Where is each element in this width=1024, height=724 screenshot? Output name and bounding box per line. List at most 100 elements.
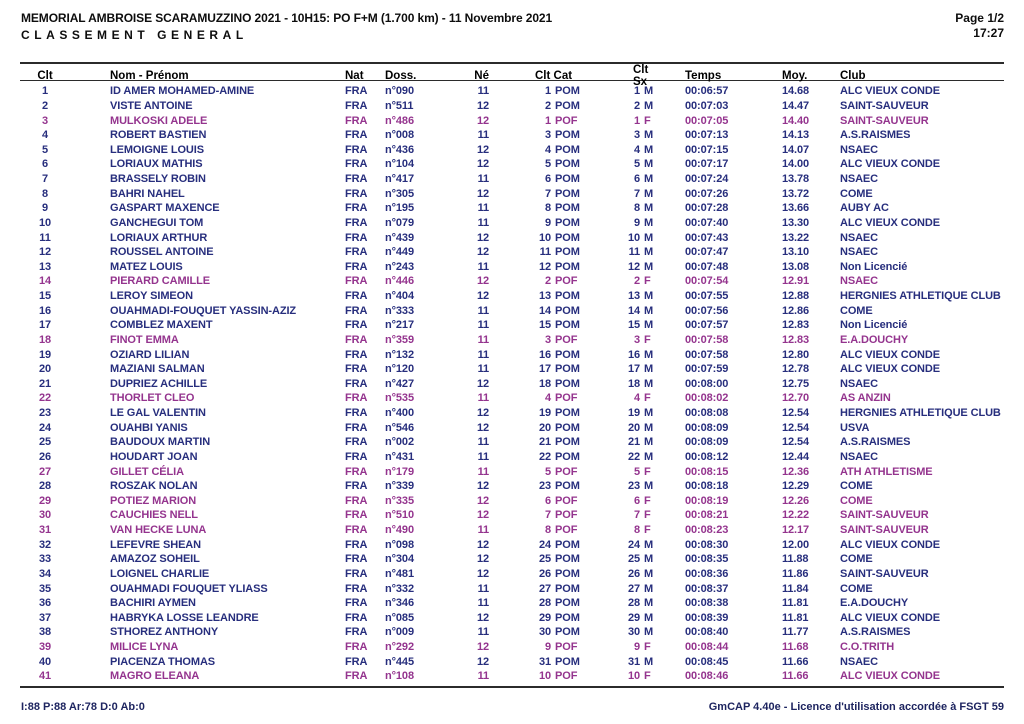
cell-nationality: FRA bbox=[345, 465, 368, 478]
cell-bib-number: n°098 bbox=[385, 538, 414, 551]
cell-category-rank: 2 POF bbox=[544, 275, 578, 288]
cell-average-speed: 11.81 bbox=[782, 597, 809, 610]
cell-category-rank: 19 POM bbox=[538, 407, 580, 420]
cell-category-rank: 18 POM bbox=[538, 377, 580, 390]
cell-category-rank: 7 POM bbox=[544, 187, 580, 200]
cell-bib-number: n°179 bbox=[385, 465, 414, 478]
cell-sex-rank: 18 M bbox=[627, 377, 654, 390]
cell-birth-year: 12 bbox=[476, 655, 489, 668]
cell-nationality: FRA bbox=[345, 494, 368, 507]
table-header: Clt Nom - Prénom Nat Doss. Né Clt Cat Cl… bbox=[20, 62, 1004, 88]
cell-name: BRASSELY ROBIN bbox=[110, 173, 206, 186]
cell-category-rank: 7 POF bbox=[544, 509, 578, 522]
cell-rank: 18 bbox=[38, 333, 52, 346]
cell-rank: 20 bbox=[38, 363, 52, 376]
cell-nationality: FRA bbox=[345, 407, 368, 420]
cell-nationality: FRA bbox=[345, 436, 368, 449]
cell-bib-number: n°427 bbox=[385, 377, 414, 390]
cell-time: 00:07:17 bbox=[685, 158, 729, 171]
cell-time: 00:08:37 bbox=[685, 582, 729, 595]
column-header-clt-cat: Clt Cat bbox=[535, 70, 573, 82]
table-row: 19 OZIARD LILIAN FRA n°132 11 16 POM 16 M … bbox=[20, 347, 1004, 362]
cell-category-rank: 10 POM bbox=[538, 231, 580, 244]
cell-club: ALC VIEUX CONDE bbox=[840, 538, 940, 551]
cell-bib-number: n°439 bbox=[385, 231, 414, 244]
cell-birth-year: 12 bbox=[476, 231, 489, 244]
cell-time: 00:08:21 bbox=[685, 509, 729, 522]
table-row: 37 HABRYKA LOSSE LEANDRE FRA n°085 12 29… bbox=[20, 611, 1004, 626]
cell-category-rank: 9 POF bbox=[544, 641, 578, 654]
cell-rank: 35 bbox=[38, 582, 52, 595]
cell-time: 00:07:05 bbox=[685, 114, 729, 127]
cell-sex-rank: 10 F bbox=[627, 670, 651, 683]
table-bottom-rule bbox=[20, 686, 1004, 688]
cell-average-speed: 11.66 bbox=[782, 670, 809, 683]
cell-category-rank: 31 POM bbox=[538, 655, 580, 668]
cell-rank: 23 bbox=[38, 407, 52, 420]
cell-category-rank: 8 POF bbox=[544, 524, 578, 537]
cell-name: OUAHMADI-FOUQUET YASSIN-AZIZ bbox=[110, 304, 297, 317]
cell-birth-year: 12 bbox=[476, 641, 489, 654]
cell-average-speed: 11.86 bbox=[782, 567, 809, 580]
cell-rank: 11 bbox=[39, 231, 51, 244]
cell-average-speed: 13.66 bbox=[782, 202, 810, 215]
cell-time: 00:08:02 bbox=[685, 392, 729, 405]
cell-nationality: FRA bbox=[345, 143, 368, 156]
cell-rank: 10 bbox=[38, 216, 52, 229]
cell-birth-year: 11 bbox=[477, 465, 490, 478]
cell-category-rank: 14 POM bbox=[538, 304, 580, 317]
cell-rank: 31 bbox=[38, 524, 52, 537]
cell-bib-number: n°332 bbox=[385, 582, 414, 595]
cell-time: 00:07:24 bbox=[685, 173, 729, 186]
cell-rank: 3 bbox=[41, 114, 49, 127]
cell-nationality: FRA bbox=[345, 377, 368, 390]
cell-time: 00:08:35 bbox=[685, 553, 729, 566]
cell-nationality: FRA bbox=[345, 173, 368, 186]
cell-birth-year: 12 bbox=[476, 407, 489, 420]
cell-category-rank: 5 POM bbox=[544, 158, 580, 171]
cell-club: ALC VIEUX CONDE bbox=[840, 363, 940, 376]
cell-name: MATEZ LOUIS bbox=[110, 260, 183, 273]
cell-time: 00:08:15 bbox=[685, 465, 729, 478]
cell-bib-number: n°445 bbox=[385, 655, 414, 668]
cell-rank: 36 bbox=[38, 597, 52, 610]
table-row: 41 MAGRO ELEANA FRA n°108 11 10 POF 10 F 0… bbox=[20, 669, 1004, 684]
cell-sex-rank: 30 M bbox=[627, 626, 654, 639]
table-row: 21 DUPRIEZ ACHILLE FRA n°427 12 18 POM 18… bbox=[20, 377, 1004, 392]
cell-nationality: FRA bbox=[345, 129, 368, 142]
cell-time: 00:07:13 bbox=[685, 129, 729, 142]
cell-bib-number: n°404 bbox=[385, 290, 414, 303]
cell-club: E.A.DOUCHY bbox=[840, 597, 909, 610]
cell-rank: 17 bbox=[38, 319, 52, 332]
cell-average-speed: 13.78 bbox=[782, 173, 810, 186]
cell-name: THORLET CLEO bbox=[110, 392, 195, 405]
cell-club: SAINT-SAUVEUR bbox=[840, 99, 929, 112]
cell-rank: 29 bbox=[38, 494, 52, 507]
cell-average-speed: 14.68 bbox=[782, 85, 810, 98]
cell-club: AS ANZIN bbox=[840, 392, 891, 405]
cell-club: HERGNIES ATHLETIQUE CLUB bbox=[840, 407, 1001, 420]
cell-time: 00:06:57 bbox=[685, 85, 729, 98]
cell-bib-number: n°359 bbox=[385, 333, 414, 346]
cell-average-speed: 11.84 bbox=[782, 582, 809, 595]
cell-time: 00:08:18 bbox=[685, 480, 729, 493]
cell-bib-number: n°079 bbox=[385, 216, 414, 229]
cell-time: 00:07:48 bbox=[685, 260, 729, 273]
cell-rank: 33 bbox=[38, 553, 52, 566]
cell-bib-number: n°132 bbox=[385, 348, 414, 361]
cell-sex-rank: 17 M bbox=[627, 363, 654, 376]
column-header-doss: Doss. bbox=[385, 70, 417, 82]
cell-time: 00:07:28 bbox=[685, 202, 729, 215]
cell-time: 00:08:45 bbox=[685, 655, 729, 668]
cell-sex-rank: 29 M bbox=[627, 611, 654, 624]
cell-bib-number: n°546 bbox=[385, 421, 414, 434]
cell-birth-year: 11 bbox=[477, 260, 490, 273]
cell-average-speed: 13.72 bbox=[782, 187, 810, 200]
cell-birth-year: 12 bbox=[476, 114, 489, 127]
cell-nationality: FRA bbox=[345, 582, 368, 595]
